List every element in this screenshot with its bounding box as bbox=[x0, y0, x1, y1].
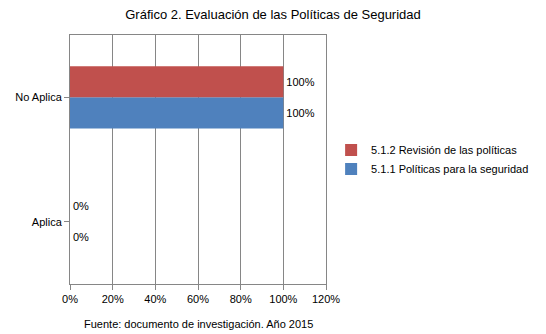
svg-text:120%: 120% bbox=[312, 293, 340, 305]
svg-text:Gráfico 2. Evaluación de las P: Gráfico 2. Evaluación de las Políticas d… bbox=[125, 7, 421, 22]
svg-text:5.1.1 Políticas para la seguri: 5.1.1 Políticas para la seguridad bbox=[371, 163, 528, 175]
svg-text:40%: 40% bbox=[144, 293, 166, 305]
svg-text:0%: 0% bbox=[73, 231, 89, 243]
svg-text:Fuente: documento de investiga: Fuente: documento de investigación. Año … bbox=[84, 318, 313, 330]
svg-text:80%: 80% bbox=[230, 293, 252, 305]
svg-text:20%: 20% bbox=[102, 293, 124, 305]
svg-text:100%: 100% bbox=[269, 293, 297, 305]
svg-text:No Aplica: No Aplica bbox=[15, 91, 62, 103]
svg-text:Aplica: Aplica bbox=[32, 216, 63, 228]
svg-text:60%: 60% bbox=[187, 293, 209, 305]
svg-text:0%: 0% bbox=[62, 293, 78, 305]
svg-text:0%: 0% bbox=[73, 200, 89, 212]
svg-text:100%: 100% bbox=[286, 76, 314, 88]
svg-text:5.1.2 Revisión de las política: 5.1.2 Revisión de las políticas bbox=[371, 144, 517, 156]
svg-text:100%: 100% bbox=[286, 107, 314, 119]
